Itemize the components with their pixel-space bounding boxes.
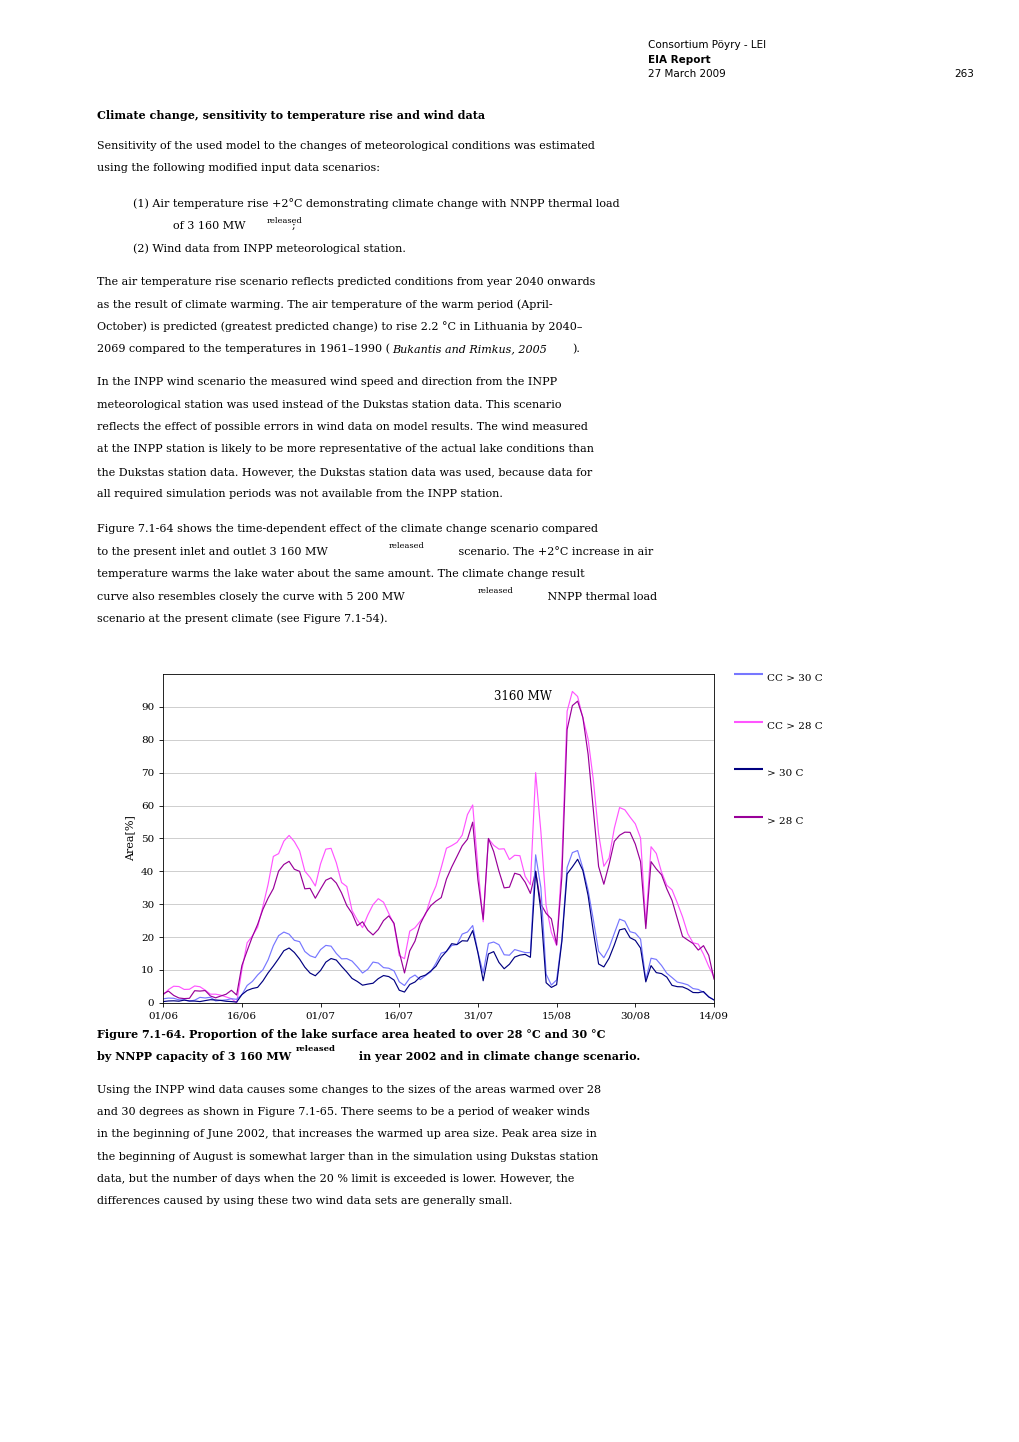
Text: in year 2002 and in climate change scenario.: in year 2002 and in climate change scena… (355, 1051, 640, 1063)
Text: differences caused by using these two wind data sets are generally small.: differences caused by using these two wi… (97, 1197, 512, 1207)
Text: using the following modified input data scenarios:: using the following modified input data … (97, 163, 379, 173)
Text: Climate change, sensitivity to temperature rise and wind data: Climate change, sensitivity to temperatu… (97, 110, 485, 121)
Text: > 30 C: > 30 C (766, 769, 803, 779)
Text: released: released (296, 1045, 335, 1053)
Text: scenario at the present climate (see Figure 7.1-54).: scenario at the present climate (see Fig… (97, 614, 387, 624)
Text: EIA Report: EIA Report (647, 55, 709, 65)
Text: Consortium Pöyry - LEI: Consortium Pöyry - LEI (647, 40, 765, 50)
Text: 2069 compared to the temperatures in 1961–1990 (: 2069 compared to the temperatures in 196… (97, 343, 389, 355)
Text: reflects the effect of possible errors in wind data on model results. The wind m: reflects the effect of possible errors i… (97, 423, 587, 433)
Text: CC > 28 C: CC > 28 C (766, 721, 822, 731)
Text: curve also resembles closely the curve with 5 200 MW: curve also resembles closely the curve w… (97, 591, 405, 601)
Text: scenario. The +2°C increase in air: scenario. The +2°C increase in air (454, 547, 652, 557)
Text: Bukantis and Rimkus, 2005: Bukantis and Rimkus, 2005 (391, 343, 546, 353)
Text: 27 March 2009: 27 March 2009 (647, 69, 725, 79)
Text: 263: 263 (954, 69, 973, 79)
Text: Figure 7.1-64. Proportion of the lake surface area heated to over 28 °C and 30 °: Figure 7.1-64. Proportion of the lake su… (97, 1028, 605, 1040)
Text: of 3 160 MW: of 3 160 MW (173, 221, 246, 231)
Text: October) is predicted (greatest predicted change) to rise 2.2 °C in Lithuania by: October) is predicted (greatest predicte… (97, 322, 582, 332)
Text: Figure 7.1-64 shows the time-dependent effect of the climate change scenario com: Figure 7.1-64 shows the time-dependent e… (97, 525, 597, 535)
Text: the beginning of August is somewhat larger than in the simulation using Dukstas : the beginning of August is somewhat larg… (97, 1152, 598, 1162)
Text: (2) Wind data from INPP meteorological station.: (2) Wind data from INPP meteorological s… (132, 244, 406, 254)
Text: in the beginning of June 2002, that increases the warmed up area size. Peak area: in the beginning of June 2002, that incr… (97, 1129, 596, 1139)
Text: Using the INPP wind data causes some changes to the sizes of the areas warmed ov: Using the INPP wind data causes some cha… (97, 1084, 600, 1094)
Text: released: released (266, 216, 302, 225)
Text: data, but the number of days when the 20 % limit is exceeded is lower. However, : data, but the number of days when the 20… (97, 1174, 574, 1184)
Text: by NNPP capacity of 3 160 MW: by NNPP capacity of 3 160 MW (97, 1051, 290, 1063)
Text: and 30 degrees as shown in Figure 7.1-65. There seems to be a period of weaker w: and 30 degrees as shown in Figure 7.1-65… (97, 1107, 589, 1118)
Text: Sensitivity of the used model to the changes of meteorological conditions was es: Sensitivity of the used model to the cha… (97, 141, 594, 151)
Text: The air temperature rise scenario reflects predicted conditions from year 2040 o: The air temperature rise scenario reflec… (97, 277, 595, 287)
Text: In the INPP wind scenario the measured wind speed and direction from the INPP: In the INPP wind scenario the measured w… (97, 378, 556, 388)
Text: 3160 MW: 3160 MW (493, 691, 551, 704)
Text: at the INPP station is likely to be more representative of the actual lake condi: at the INPP station is likely to be more… (97, 444, 593, 454)
Text: as the result of climate warming. The air temperature of the warm period (April-: as the result of climate warming. The ai… (97, 298, 552, 310)
Text: (1) Air temperature rise +2°C demonstrating climate change with NNPP thermal loa: (1) Air temperature rise +2°C demonstrat… (132, 199, 619, 209)
Text: ;: ; (291, 221, 296, 231)
Text: temperature warms the lake water about the same amount. The climate change resul: temperature warms the lake water about t… (97, 570, 584, 580)
Text: ).: ). (572, 343, 580, 355)
Text: all required simulation periods was not available from the INPP station.: all required simulation periods was not … (97, 489, 502, 499)
Text: NNPP thermal load: NNPP thermal load (543, 591, 656, 601)
Text: CC > 30 C: CC > 30 C (766, 673, 822, 684)
Text: meteorological station was used instead of the Dukstas station data. This scenar: meteorological station was used instead … (97, 399, 560, 410)
Text: > 28 C: > 28 C (766, 816, 803, 826)
Text: released: released (477, 587, 513, 596)
Text: released: released (388, 542, 424, 551)
Y-axis label: Area[%]: Area[%] (125, 815, 136, 861)
Text: to the present inlet and outlet 3 160 MW: to the present inlet and outlet 3 160 MW (97, 547, 327, 557)
Text: the Dukstas station data. However, the Dukstas station data was used, because da: the Dukstas station data. However, the D… (97, 467, 592, 477)
